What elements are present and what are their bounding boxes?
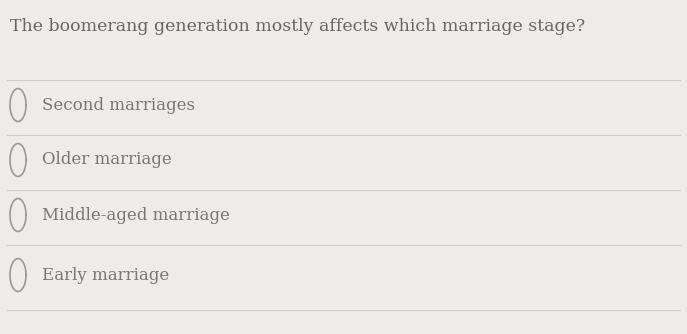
Text: Older marriage: Older marriage — [42, 152, 172, 168]
Text: Early marriage: Early marriage — [42, 267, 169, 284]
Text: The boomerang generation mostly affects which marriage stage?: The boomerang generation mostly affects … — [10, 18, 585, 35]
Text: Middle-aged marriage: Middle-aged marriage — [42, 206, 230, 223]
Text: Second marriages: Second marriages — [42, 97, 195, 114]
